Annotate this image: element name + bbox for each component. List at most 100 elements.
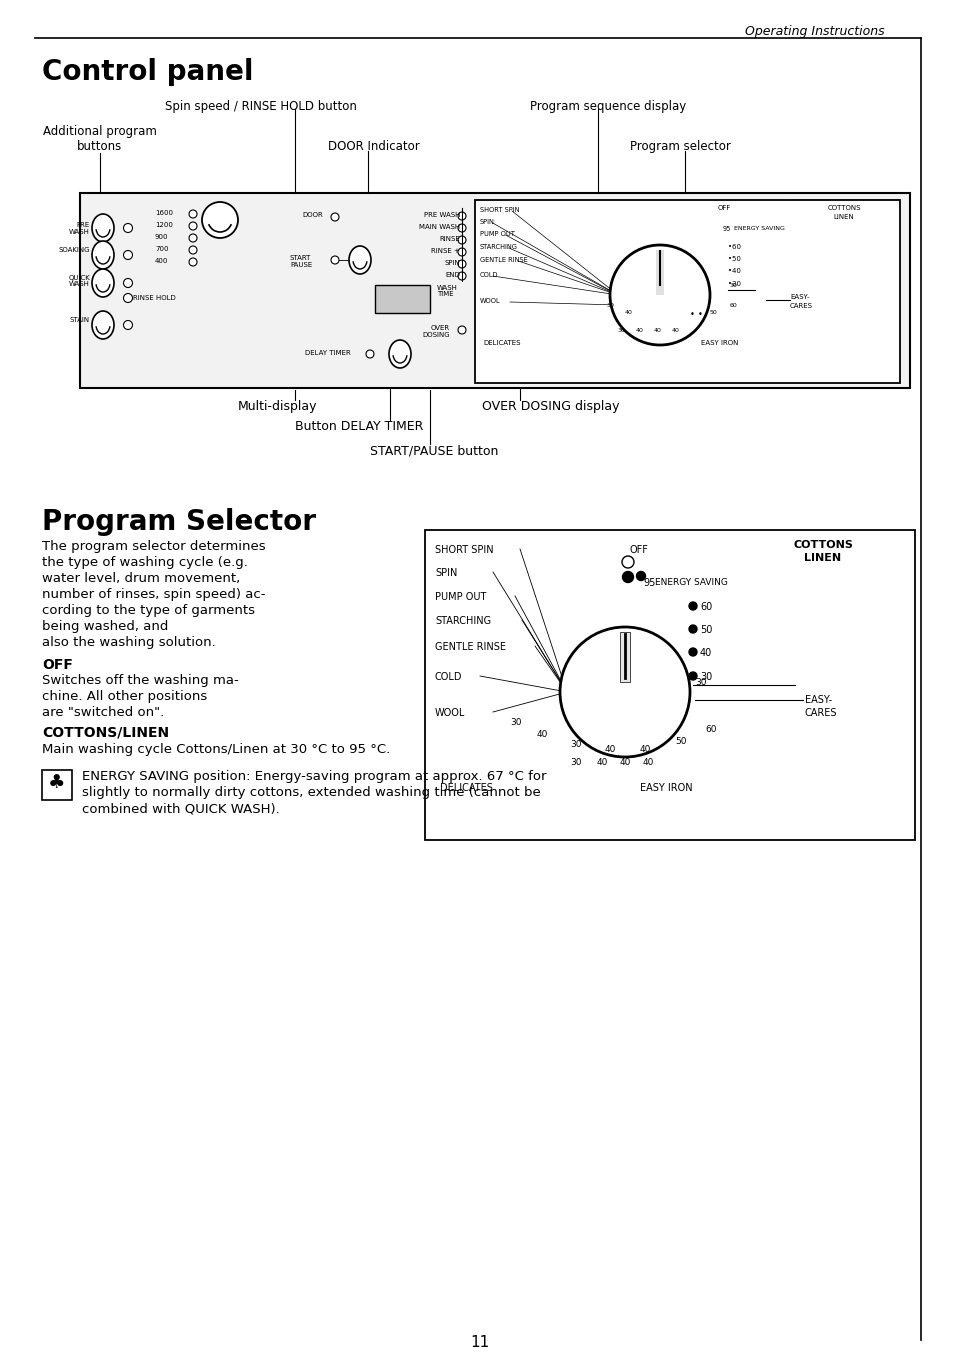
Text: DOOR: DOOR xyxy=(302,212,322,218)
Text: SOAKING: SOAKING xyxy=(58,247,90,253)
Text: COTTONS: COTTONS xyxy=(792,539,852,550)
Text: chine. All other positions: chine. All other positions xyxy=(42,690,207,703)
Text: 40: 40 xyxy=(654,329,661,333)
Text: ENERGY SAVING: ENERGY SAVING xyxy=(733,226,784,231)
Text: COTTONS/LINEN: COTTONS/LINEN xyxy=(42,726,169,740)
Ellipse shape xyxy=(91,214,113,242)
Text: 40: 40 xyxy=(537,730,548,740)
Text: WASH: WASH xyxy=(69,281,90,287)
Text: PUMP OUT: PUMP OUT xyxy=(435,592,486,602)
Text: ♣: ♣ xyxy=(49,773,66,792)
Text: COLD: COLD xyxy=(479,272,498,279)
Circle shape xyxy=(621,556,634,568)
Text: 95: 95 xyxy=(722,226,731,233)
Circle shape xyxy=(688,672,697,680)
Text: OVER DOSING display: OVER DOSING display xyxy=(481,400,618,412)
Ellipse shape xyxy=(349,246,371,274)
Text: SHORT SPIN: SHORT SPIN xyxy=(435,545,493,556)
Text: OFF: OFF xyxy=(42,658,72,672)
Text: MAIN WASH: MAIN WASH xyxy=(418,224,459,230)
Text: being washed, and: being washed, and xyxy=(42,621,168,633)
Text: 30: 30 xyxy=(618,329,625,333)
Bar xyxy=(424,530,914,840)
Circle shape xyxy=(688,602,697,610)
Text: SPIN: SPIN xyxy=(479,219,495,224)
Text: ENERGY SAVING position: Energy-saving program at approx. 67 °C for: ENERGY SAVING position: Energy-saving pr… xyxy=(82,771,546,783)
Circle shape xyxy=(189,234,196,242)
Text: number of rinses, spin speed) ac-: number of rinses, spin speed) ac- xyxy=(42,588,265,602)
Text: DELAY TIMER: DELAY TIMER xyxy=(305,350,351,356)
Text: PRE WASH: PRE WASH xyxy=(423,212,459,218)
Text: SHORT SPIN: SHORT SPIN xyxy=(479,207,519,214)
Text: 40: 40 xyxy=(636,329,643,333)
Circle shape xyxy=(457,224,465,233)
Text: water level, drum movement,: water level, drum movement, xyxy=(42,572,240,585)
Text: ENERGY SAVING: ENERGY SAVING xyxy=(655,579,727,587)
Text: Program selector: Program selector xyxy=(629,141,730,153)
Text: Program sequence display: Program sequence display xyxy=(530,100,685,114)
Circle shape xyxy=(123,250,132,260)
Bar xyxy=(656,250,663,295)
Bar xyxy=(619,631,629,681)
Text: RINSE: RINSE xyxy=(438,237,459,242)
Circle shape xyxy=(189,210,196,218)
Circle shape xyxy=(189,222,196,230)
Text: •: • xyxy=(689,310,694,319)
Circle shape xyxy=(457,272,465,280)
Text: 40: 40 xyxy=(639,745,651,754)
Circle shape xyxy=(636,572,645,580)
Text: Switches off the washing ma-: Switches off the washing ma- xyxy=(42,675,238,687)
Bar xyxy=(740,535,904,575)
Text: 11: 11 xyxy=(470,1334,489,1351)
Text: 40: 40 xyxy=(604,745,616,754)
Circle shape xyxy=(189,246,196,254)
Text: TIME: TIME xyxy=(436,291,453,297)
Text: STARCHING: STARCHING xyxy=(435,617,491,626)
Bar xyxy=(80,193,909,388)
Text: WASH: WASH xyxy=(436,285,457,291)
Circle shape xyxy=(457,260,465,268)
Text: SPIN: SPIN xyxy=(435,568,456,579)
Text: RINSE HOLD: RINSE HOLD xyxy=(132,295,175,301)
Text: 40: 40 xyxy=(619,758,631,767)
Text: 30: 30 xyxy=(569,740,581,749)
Text: 40: 40 xyxy=(700,648,712,658)
Circle shape xyxy=(366,350,374,358)
Circle shape xyxy=(123,279,132,288)
Text: 50: 50 xyxy=(675,737,686,746)
Text: DELICATES: DELICATES xyxy=(439,783,493,794)
Text: DELICATES: DELICATES xyxy=(482,339,520,346)
Circle shape xyxy=(331,214,338,220)
Text: Multi-display: Multi-display xyxy=(237,400,317,412)
Text: GENTLE RINSE: GENTLE RINSE xyxy=(435,642,505,652)
Circle shape xyxy=(123,223,132,233)
Text: START: START xyxy=(290,256,311,261)
Circle shape xyxy=(688,648,697,656)
Text: 60: 60 xyxy=(729,303,737,308)
Text: 30: 30 xyxy=(606,303,615,308)
Text: •30: •30 xyxy=(727,281,740,287)
Text: LINEN: LINEN xyxy=(803,553,841,562)
Text: Main washing cycle Cottons/Linen at 30 °C to 95 °C.: Main washing cycle Cottons/Linen at 30 °… xyxy=(42,744,390,756)
Text: SPIN: SPIN xyxy=(444,260,459,266)
Text: DOOR Indicator: DOOR Indicator xyxy=(328,141,419,153)
Text: 40: 40 xyxy=(624,310,632,315)
Text: 900: 900 xyxy=(154,234,169,241)
Text: 30: 30 xyxy=(729,283,737,288)
Circle shape xyxy=(559,627,689,757)
Circle shape xyxy=(457,247,465,256)
Text: 30: 30 xyxy=(569,758,581,767)
Text: EASY IRON: EASY IRON xyxy=(639,783,692,794)
Text: STARCHING: STARCHING xyxy=(479,243,517,250)
Text: 60: 60 xyxy=(700,602,712,612)
Ellipse shape xyxy=(91,241,113,269)
Text: OFF: OFF xyxy=(718,206,731,211)
Circle shape xyxy=(457,326,465,334)
Circle shape xyxy=(609,245,709,345)
Text: 50: 50 xyxy=(709,310,717,315)
Text: 700: 700 xyxy=(154,246,169,251)
Bar xyxy=(42,771,71,800)
Text: RINSE +: RINSE + xyxy=(431,247,459,254)
Ellipse shape xyxy=(389,339,411,368)
Text: 30: 30 xyxy=(695,677,706,687)
